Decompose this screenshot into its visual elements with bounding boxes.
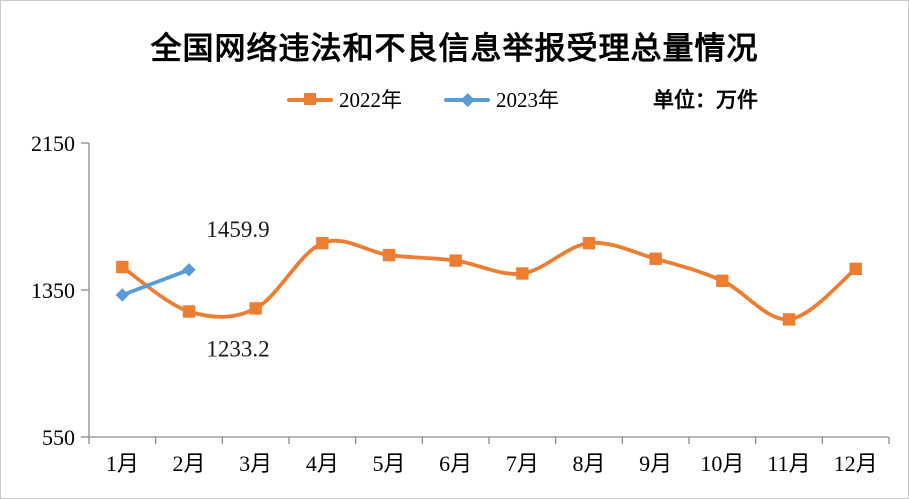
legend-item-2023: 2023年 (444, 84, 559, 114)
diamond-marker-icon (115, 288, 130, 302)
x-tick-label: 5月 (372, 451, 405, 476)
y-tick-label: 1350 (31, 278, 75, 303)
x-tick-label: 10月 (700, 451, 744, 476)
legend-swatch-1 (444, 92, 490, 106)
series-line-2022年 (120, 238, 858, 322)
x-tick-label: 2月 (172, 451, 205, 476)
square-marker-icon (316, 236, 329, 250)
x-tick-label: 8月 (572, 451, 605, 476)
diamond-marker-icon (460, 92, 474, 106)
x-tick-label: 12月 (834, 451, 878, 476)
square-marker-icon (116, 260, 129, 274)
x-tick-label: 7月 (506, 451, 539, 476)
square-marker-icon (382, 248, 396, 262)
x-tick-label: 3月 (239, 451, 272, 476)
square-marker-icon (449, 254, 462, 267)
chart-title: 全国网络违法和不良信息举报受理总量情况 (150, 31, 759, 66)
x-tick-label: 6月 (439, 451, 472, 476)
x-tick-label: 4月 (306, 451, 339, 476)
legend: 2022年 2023年 单位：万件 (287, 86, 758, 112)
series-line-2023年 (120, 267, 191, 297)
y-tick-label: 2150 (31, 131, 75, 156)
diamond-marker-icon (182, 263, 196, 277)
square-marker-icon (249, 302, 262, 315)
y-tick-label: 550 (42, 425, 75, 450)
square-marker-icon (649, 252, 662, 265)
legend-label-2022: 2022年 (339, 88, 402, 112)
square-marker-icon (182, 305, 196, 318)
square-marker-icon (782, 313, 796, 326)
square-marker-icon (582, 236, 596, 250)
square-marker-icon (516, 267, 529, 280)
square-marker-icon (849, 262, 862, 276)
data-label: 1233.2 (206, 336, 269, 361)
data-label: 1459.9 (206, 217, 269, 242)
legend-label-2023: 2023年 (496, 88, 559, 112)
legend-item-2022: 2022年 (287, 84, 402, 114)
x-tick-label: 9月 (639, 451, 672, 476)
legend-swatch-0 (287, 92, 333, 106)
square-marker-icon (716, 274, 729, 288)
square-marker-icon (304, 93, 316, 105)
x-tick-label: 1月 (106, 451, 139, 476)
x-tick-label: 11月 (767, 451, 810, 476)
unit-label: 单位：万件 (653, 88, 758, 112)
